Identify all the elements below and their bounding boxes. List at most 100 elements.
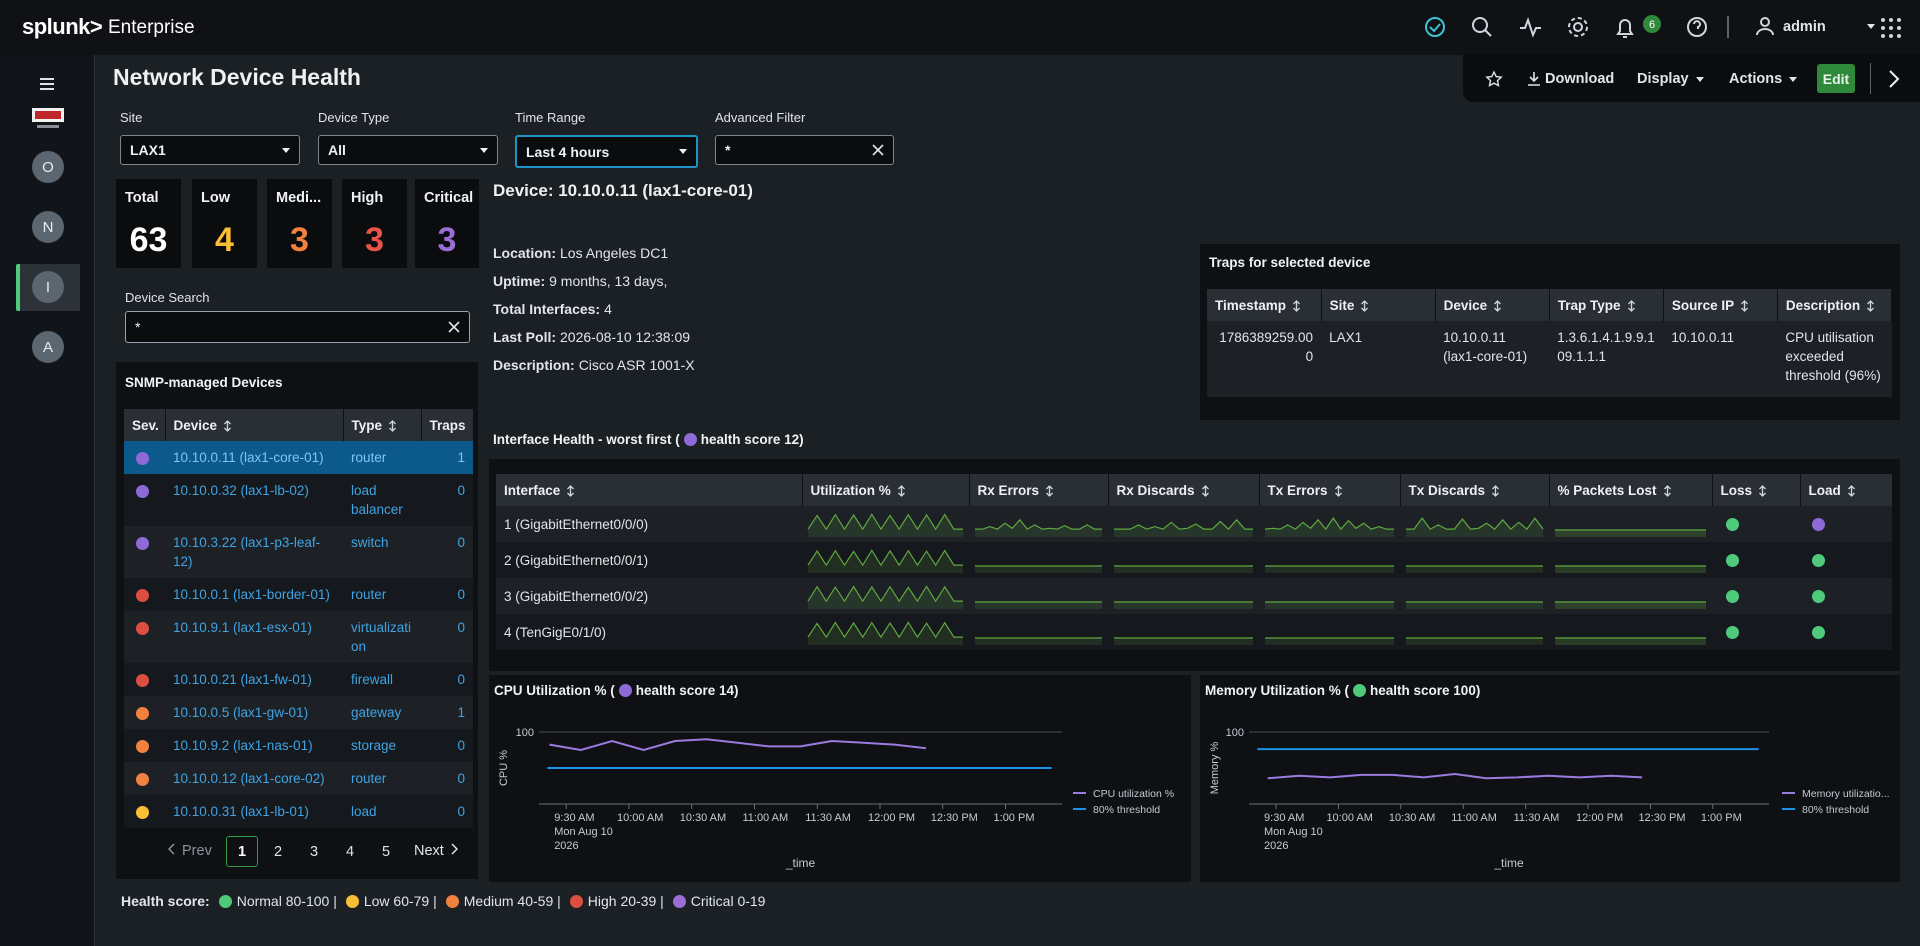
sparkline: [1555, 637, 1706, 645]
column-header[interactable]: Timestamp: [1207, 289, 1322, 321]
next-button[interactable]: Next: [414, 843, 458, 859]
severity-dot: [136, 673, 149, 687]
spark-area: [1265, 638, 1394, 645]
divider: [1870, 63, 1871, 94]
filter-input[interactable]: Last 4 hours: [515, 135, 698, 168]
interfaces-table: Interface Utilization % Rx Errors Rx Discar…: [496, 474, 1893, 650]
page-button[interactable]: 5: [381, 843, 391, 860]
device-search[interactable]: *: [125, 311, 470, 343]
spark-area: [808, 550, 963, 573]
filter-label: Device Type: [318, 110, 390, 125]
column-header[interactable]: Tx Errors: [1259, 474, 1401, 506]
device-link[interactable]: 10.10.0.1 (lax1-border-01): [173, 587, 330, 602]
column-header[interactable]: Loss: [1712, 474, 1801, 506]
device-row[interactable]: 10.10.0.12 (lax1-core-02) router 0: [124, 762, 473, 795]
device-row[interactable]: 10.10.0.11 (lax1-core-01) router 1: [124, 441, 473, 474]
device-link[interactable]: 10.10.0.31 (lax1-lb-01): [173, 804, 309, 819]
column-header[interactable]: Type: [343, 409, 422, 441]
display-menu[interactable]: Display: [1637, 71, 1704, 87]
chart-title: CPU Utilization % (health score 14): [494, 683, 739, 698]
device-row[interactable]: 10.10.3.22 (lax1-p3-leaf-12) switch 0: [124, 526, 473, 578]
x: [872, 144, 884, 156]
column-header[interactable]: Device: [165, 409, 344, 441]
column-header[interactable]: Description: [1777, 289, 1893, 321]
page-button[interactable]: 3: [309, 843, 319, 860]
interface-cell: 3 (GigabitEthernet0/0/2): [496, 578, 802, 614]
loss-cell: [1712, 578, 1800, 614]
filter-input[interactable]: *: [715, 135, 894, 165]
tile-value: 3: [437, 221, 457, 259]
sparkline: [1114, 518, 1253, 537]
score-text: health score 14): [635, 683, 739, 698]
app-avatar[interactable]: A: [32, 331, 64, 363]
column-header[interactable]: Rx Errors: [969, 474, 1109, 506]
download-button[interactable]: Download: [1545, 71, 1615, 87]
detail-row: Location: Los Angeles DC1: [493, 245, 668, 261]
page-button[interactable]: 2: [273, 843, 283, 860]
page-button[interactable]: 1: [226, 836, 258, 867]
device-row[interactable]: 10.10.0.31 (lax1-lb-01) load 0: [124, 795, 473, 828]
device-link[interactable]: 10.10.9.1 (lax1-esx-01): [173, 620, 312, 635]
device-row[interactable]: 10.10.0.21 (lax1-fw-01) firewall 0: [124, 663, 473, 696]
column-label: Rx Errors: [977, 482, 1040, 498]
collapse-icon[interactable]: [1887, 69, 1901, 89]
severity-cell: [124, 795, 165, 828]
app-avatar[interactable]: O: [32, 151, 64, 183]
device-row[interactable]: 10.10.0.32 (lax1-lb-02) load balancer 0: [124, 474, 473, 526]
column-header[interactable]: Load: [1800, 474, 1893, 506]
edit-button[interactable]: Edit: [1817, 64, 1855, 93]
x-tick-label: 11:00 AM: [1451, 812, 1497, 824]
device-link[interactable]: 10.10.0.5 (lax1-gw-01): [173, 705, 309, 720]
caret: [1789, 76, 1798, 82]
date-label: Mon Aug 10: [554, 826, 613, 838]
user-name[interactable]: admin: [1783, 19, 1826, 35]
column-header[interactable]: % Packets Lost: [1549, 474, 1713, 506]
filter-input[interactable]: All: [318, 135, 498, 165]
device-link[interactable]: 10.10.0.21 (lax1-fw-01): [173, 672, 312, 687]
device-link[interactable]: 10.10.0.32 (lax1-lb-02): [173, 483, 309, 498]
spark-area: [975, 638, 1102, 645]
column-header[interactable]: Interface: [496, 474, 803, 506]
device-cell: 10.10.0.1 (lax1-border-01): [165, 578, 343, 611]
device-link[interactable]: 10.10.9.2 (lax1-nas-01): [173, 738, 313, 753]
traps-cell: 0: [421, 611, 473, 663]
interface-row: 4 (TenGigE0/1/0): [496, 614, 1892, 650]
detail-row: Description: Cisco ASR 1001-X: [493, 357, 695, 373]
device-link[interactable]: 10.10.0.12 (lax1-core-02): [173, 771, 325, 786]
column-label: Tx Errors: [1267, 482, 1328, 498]
trap-cell: CPU utilisation exceeded threshold (96%): [1777, 321, 1892, 397]
device-type: load: [351, 804, 377, 819]
column-header[interactable]: Trap Type: [1549, 289, 1664, 321]
favorite-icon[interactable]: [1485, 70, 1503, 88]
tile-label: Medi...: [276, 190, 322, 206]
menu-icon[interactable]: [38, 76, 58, 92]
column-header[interactable]: Tx Discards: [1400, 474, 1550, 506]
device-row[interactable]: 10.10.0.1 (lax1-border-01) router 0: [124, 578, 473, 611]
column-label: Timestamp: [1215, 297, 1287, 313]
column-header[interactable]: Site: [1321, 289, 1436, 321]
app-avatar[interactable]: N: [32, 211, 64, 243]
sparkline: [1265, 601, 1394, 609]
device-row[interactable]: 10.10.0.5 (lax1-gw-01) gateway 1: [124, 696, 473, 729]
device-row[interactable]: 10.10.9.1 (lax1-esx-01) virtualization 0: [124, 611, 473, 663]
table-head: Interface Utilization % Rx Errors Rx Discar…: [496, 474, 1893, 506]
prev-button[interactable]: Prev: [167, 843, 212, 859]
sparkline: [975, 637, 1102, 645]
app-avatar[interactable]: I: [32, 271, 64, 303]
device-link[interactable]: 10.10.3.22 (lax1-p3-leaf-12): [173, 535, 321, 569]
brand[interactable]: splunk>: [22, 14, 103, 39]
column-header[interactable]: Rx Discards: [1108, 474, 1260, 506]
device-row[interactable]: 10.10.9.2 (lax1-nas-01) storage 0: [124, 729, 473, 762]
device-title: Device: 10.10.0.11 (lax1-core-01): [493, 181, 753, 200]
actions-menu[interactable]: Actions: [1729, 71, 1798, 87]
page-button[interactable]: 4: [345, 843, 355, 860]
device-link[interactable]: 10.10.0.11 (lax1-core-01): [173, 450, 324, 465]
column-header[interactable]: Device: [1435, 289, 1550, 321]
sort-arrows: [1663, 485, 1671, 497]
filter-input[interactable]: LAX1: [120, 135, 300, 165]
column-header[interactable]: Utilization %: [802, 474, 970, 506]
clear-icon[interactable]: [448, 321, 460, 333]
spark-area: [1555, 638, 1706, 645]
column-header[interactable]: Source IP: [1663, 289, 1778, 321]
traps-cell: 1: [421, 696, 473, 729]
